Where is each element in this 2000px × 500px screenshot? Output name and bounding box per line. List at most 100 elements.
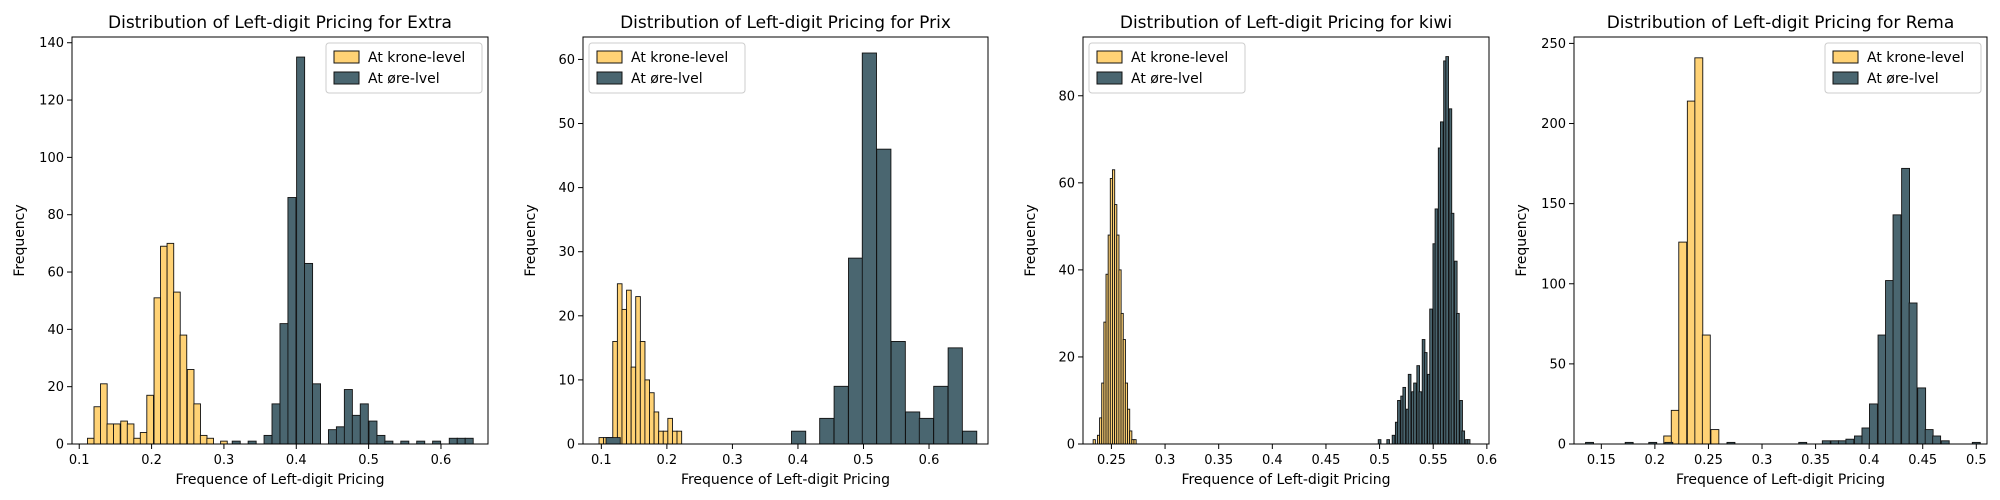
ore-bar [335, 426, 345, 444]
x-tick-label: 0.25 [1097, 453, 1126, 468]
chart-title: Distribution of Left-digit Pricing for R… [1607, 13, 1955, 33]
krone-bar [1694, 57, 1704, 444]
x-tick-label: 0.6 [1477, 453, 1498, 468]
ore-bar [1648, 441, 1658, 444]
y-tick-label: 20 [47, 380, 64, 395]
krone-bar [100, 383, 108, 444]
x-tick-label: 0.45 [1908, 453, 1937, 468]
x-tick-label: 0.25 [1694, 453, 1723, 468]
ore-bar [1932, 435, 1942, 444]
ore-bar [1861, 427, 1871, 444]
krone-bar [621, 308, 628, 444]
ore-bar [1585, 441, 1594, 444]
ore-bar [1440, 121, 1444, 444]
legend-swatch-krone [333, 50, 360, 64]
legend-swatch-ore [333, 71, 360, 85]
ore-bar [933, 385, 949, 444]
x-tick-label: 0.3 [1752, 453, 1773, 468]
y-axis-label: Frequency [1023, 204, 1039, 276]
legend-entry: At øre-lvel [631, 71, 703, 87]
ore-bar [1445, 56, 1449, 444]
legend-entry: At krone-level [1867, 50, 1964, 66]
ore-bar [359, 403, 369, 444]
ore-bar [1429, 308, 1433, 444]
krone-bar [1701, 334, 1711, 444]
chart-panel-1: Distribution of Left-digit Pricing for E… [12, 13, 489, 488]
krone-bar [113, 423, 121, 444]
ore-bar [1821, 440, 1831, 444]
x-tick-label: 0.15 [1587, 453, 1616, 468]
chart-panel-2: Distribution of Left-digit Pricing for P… [523, 13, 989, 488]
ore-bar [1624, 441, 1634, 444]
bars [1092, 56, 1471, 444]
legend-swatch-ore [596, 71, 623, 85]
legend: At krone-level At øre-lvel [1824, 42, 1982, 94]
krone-bar [166, 242, 175, 444]
x-axis-label: Frequence of Left-digit Pricing [1181, 472, 1390, 488]
krone-bar [626, 289, 632, 444]
x-tick-label: 0.5 [853, 453, 874, 468]
y-tick-label: 100 [1541, 277, 1566, 292]
krone-bar [179, 334, 188, 444]
bars [87, 56, 474, 444]
x-axis-label: Frequence of Left-digit Pricing [175, 472, 384, 488]
ore-bar [1892, 214, 1902, 444]
krone-bar [639, 340, 646, 444]
y-tick-label: 40 [47, 323, 64, 338]
x-tick-label: 0.2 [657, 453, 678, 468]
krone-bar [1127, 408, 1131, 444]
krone-bar [206, 437, 214, 444]
y-tick-label: 20 [558, 309, 575, 324]
legend-entry: At krone-level [1131, 50, 1228, 66]
y-tick-label: 60 [1058, 176, 1075, 191]
y-tick-label: 0 [567, 438, 575, 453]
legend: At krone-level At øre-lvel [588, 42, 746, 94]
ore-bar [343, 389, 353, 444]
y-tick-label: 120 [39, 94, 64, 109]
krone-bar [133, 437, 141, 444]
ore-bar [1917, 387, 1927, 444]
y-tick-label: 250 [1541, 37, 1566, 52]
x-tick-label: 0.45 [1311, 453, 1340, 468]
ore-bar [1877, 334, 1887, 444]
ore-bar [947, 347, 963, 444]
y-tick-label: 200 [1541, 117, 1566, 132]
plot-frame [71, 36, 489, 445]
krone-bar [644, 379, 650, 444]
x-tick-label: 0.6 [431, 453, 452, 468]
legend-box [325, 42, 483, 94]
ore-bar [327, 429, 337, 444]
chart-title: Distribution of Left-digit Pricing for E… [108, 13, 452, 33]
x-axis-label: Frequence of Left-digit Pricing [1676, 472, 1885, 488]
ore-bar [263, 434, 273, 444]
krone-bar [87, 437, 95, 444]
legend-swatch-krone [1096, 50, 1123, 64]
ore-bar [1397, 400, 1401, 444]
krone-bar [658, 430, 664, 444]
ore-bar [833, 385, 849, 444]
y-tick-label: 0 [56, 438, 64, 453]
ore-bar [1461, 430, 1466, 444]
krone-bar [1686, 100, 1696, 444]
x-tick-label: 0.2 [141, 453, 162, 468]
krone-bar [173, 291, 181, 444]
ore-bar [1869, 403, 1878, 444]
x-tick-label: 0.4 [1262, 453, 1283, 468]
krone-bar [649, 392, 655, 444]
krone-bar [616, 283, 623, 444]
y-axis-label: Frequency [1514, 204, 1530, 276]
y-axis-label: Frequency [12, 204, 28, 276]
krone-bar [193, 403, 201, 444]
ore-bar [1386, 439, 1390, 444]
x-tick-label: 0.4 [1859, 453, 1880, 468]
y-tick-label: 30 [558, 245, 575, 260]
krone-bar [1133, 439, 1137, 444]
krone-bar [635, 296, 641, 444]
ore-bar [279, 323, 289, 444]
x-tick-label: 0.1 [591, 453, 612, 468]
ore-bar [1407, 373, 1412, 444]
ore-bar [890, 340, 906, 444]
x-tick-label: 0.2 [1645, 453, 1666, 468]
legend-entry: At krone-level [368, 50, 465, 66]
y-tick-label: 150 [1541, 197, 1566, 212]
